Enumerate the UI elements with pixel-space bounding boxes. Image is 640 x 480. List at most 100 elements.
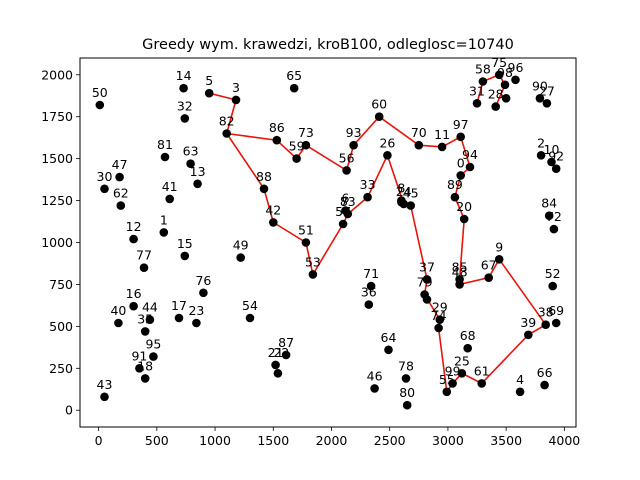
point-label: 99 <box>445 363 461 378</box>
data-point <box>472 99 482 108</box>
data-point <box>435 315 445 325</box>
point-label: 10 <box>544 142 560 157</box>
point-label: 60 <box>371 97 387 112</box>
data-point <box>180 114 190 123</box>
point-label: 87 <box>278 335 294 350</box>
data-point <box>160 152 170 162</box>
data-point <box>549 224 559 234</box>
data-point <box>422 275 432 284</box>
y-tick-label: 500 <box>49 319 73 334</box>
data-point <box>491 102 501 111</box>
point-label: 5 <box>205 73 213 88</box>
data-point <box>364 300 374 309</box>
point-label: 58 <box>475 62 491 77</box>
data-point <box>459 214 469 224</box>
point-label: 74 <box>431 308 447 323</box>
data-point <box>484 273 494 283</box>
point-label: 36 <box>361 285 377 300</box>
y-tick-label: 1250 <box>41 193 73 208</box>
data-point <box>455 275 464 284</box>
data-point <box>401 374 411 383</box>
point-label: 2 <box>537 135 545 150</box>
point-label: 13 <box>190 164 206 179</box>
data-point <box>186 159 195 168</box>
data-point <box>463 343 473 353</box>
x-axis: 0 500 1000 1500 2000 2500 3000 3500 4000 <box>95 427 580 448</box>
point-label: 50 <box>92 85 108 100</box>
point-label: 18 <box>137 358 153 373</box>
point-label: 42 <box>265 202 281 217</box>
data-point <box>140 327 150 336</box>
data-point <box>465 162 475 172</box>
point-label: 14 <box>176 68 192 83</box>
data-point <box>515 387 525 397</box>
point-label: 94 <box>462 147 478 162</box>
y-tick-label: 1000 <box>41 235 73 250</box>
data-point <box>95 100 105 110</box>
point-label: 93 <box>346 125 362 140</box>
data-point <box>222 129 231 138</box>
point-label: 31 <box>469 83 485 98</box>
data-point <box>406 201 416 210</box>
data-point <box>273 369 283 378</box>
data-point <box>541 320 550 330</box>
point-label: 35 <box>137 311 153 326</box>
point-label: 70 <box>411 125 427 140</box>
data-point <box>547 157 556 167</box>
point-label: 26 <box>379 135 395 150</box>
y-axis: 0 250 500 750 1000 1250 1500 1750 2000 <box>41 67 80 418</box>
data-point <box>363 192 372 202</box>
data-point <box>236 253 245 262</box>
point-label: 83 <box>340 194 356 209</box>
point-label: 86 <box>269 120 285 135</box>
point-label: 91 <box>131 348 147 363</box>
point-label: 33 <box>360 177 376 192</box>
point-label: 72 <box>546 209 562 224</box>
point-label: 25 <box>454 353 470 368</box>
point-label: 97 <box>453 117 469 132</box>
point-label: 57 <box>335 204 351 219</box>
point-label: 53 <box>305 254 321 269</box>
data-point <box>193 179 202 189</box>
point-label: 81 <box>157 137 173 152</box>
point-label: 73 <box>298 125 314 140</box>
point-label: 11 <box>434 127 450 142</box>
point-label: 80 <box>399 385 415 400</box>
data-point <box>456 171 466 180</box>
point-label: 0 <box>457 155 465 170</box>
y-tick-label: 250 <box>49 361 73 376</box>
point-label: 65 <box>286 68 302 83</box>
data-point <box>450 192 460 202</box>
point-label: 71 <box>363 266 379 281</box>
data-point <box>437 142 447 152</box>
y-tick-label: 750 <box>49 277 73 292</box>
point-label: 22 <box>273 345 289 360</box>
data-point <box>100 184 109 194</box>
data-point <box>383 151 392 160</box>
data-point <box>165 194 174 204</box>
point-label: 6 <box>342 191 350 206</box>
data-point <box>100 392 109 402</box>
point-label: 47 <box>112 157 128 172</box>
data-point <box>511 75 520 85</box>
data-point <box>245 313 255 323</box>
point-label: 59 <box>289 139 305 154</box>
point-label: 44 <box>142 300 158 315</box>
point-label: 40 <box>110 303 126 318</box>
data-point <box>442 387 452 397</box>
point-label: 7 <box>340 194 348 209</box>
point-label: 52 <box>545 266 561 281</box>
data-point <box>366 281 376 291</box>
points-layer <box>95 70 561 410</box>
data-point <box>494 70 504 80</box>
point-label: 46 <box>367 368 383 383</box>
x-tick-label: 3500 <box>490 433 522 448</box>
chart-title: Greedy wym. krawedzi, kroB100, odleglosc… <box>142 37 514 53</box>
data-point <box>192 318 201 328</box>
data-point <box>338 219 348 229</box>
point-label: 45 <box>403 186 419 201</box>
point-label: 37 <box>419 259 435 274</box>
point-label: 85 <box>452 259 468 274</box>
point-label: 66 <box>537 365 553 380</box>
point-label: 89 <box>447 177 463 192</box>
